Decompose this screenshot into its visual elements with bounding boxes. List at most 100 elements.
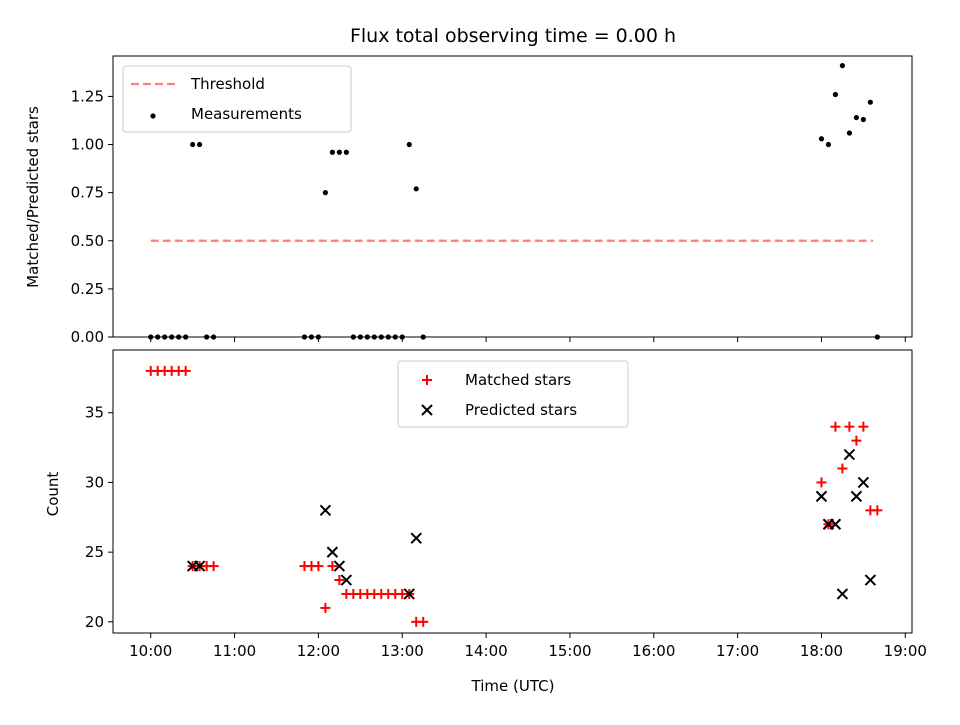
top-legend-box: [122, 65, 352, 133]
matched-point: [208, 561, 219, 572]
predicted-point-b: [864, 574, 877, 586]
predicted-point-b: [836, 588, 849, 600]
top-y-tick-label: 0.00: [71, 328, 104, 346]
bottom-legend: Matched stars Predicted stars: [397, 360, 629, 428]
bottom-y-tick-label: 25: [85, 543, 104, 561]
measurement-point: [867, 99, 873, 105]
predicted-point-b: [340, 574, 353, 586]
legend-measurements-swatch: [150, 113, 156, 119]
matched-point: [851, 435, 862, 446]
predicted-point-b: [829, 518, 842, 530]
bottom-x-tick-label: 12:00: [297, 642, 340, 660]
matched-point: [844, 421, 855, 432]
measurement-point: [839, 63, 846, 69]
measurement-point: [406, 141, 412, 148]
predicted-point-b: [857, 476, 870, 489]
bottom-plot-area: 20 25 30 35 10:00 11:00 12:00 13:00 14:00 15:00 16…: [85, 349, 927, 660]
measurement-point: [846, 130, 852, 136]
bottom-x-tick-label: 15:00: [548, 642, 591, 660]
matched-point: [837, 463, 848, 474]
top-legend: Threshold Measurements: [122, 65, 352, 133]
measurement-point: [197, 141, 203, 148]
matched-point: [858, 421, 869, 432]
predicted-point-b: [843, 448, 856, 461]
predicted-point: [319, 504, 332, 517]
top-y-tick-label: 1.25: [71, 87, 104, 105]
legend-measurements-label: Measurements: [191, 105, 302, 123]
matched-point: [327, 561, 338, 572]
matched-point: [816, 477, 827, 488]
predicted-point: [340, 574, 353, 586]
top-plot-frame: [112, 55, 913, 338]
predicted-point-b: [319, 504, 332, 517]
measurement-point: [818, 136, 825, 142]
predicted-point-b: [193, 560, 206, 572]
measurement-point: [322, 190, 328, 196]
predicted-point-b: [410, 532, 422, 544]
matched-point: [320, 602, 331, 613]
legend-matched-swatch: [422, 375, 432, 385]
top-chart-title: Flux total observing time = 0.00 h: [350, 25, 676, 47]
predicted-point: [857, 476, 870, 489]
measurement-point: [860, 116, 866, 123]
top-y-tick-label: 0.25: [71, 280, 104, 298]
bottom-x-tick-label: 16:00: [632, 642, 675, 660]
measurement-point: [190, 141, 196, 148]
bottom-y-tick-label: 35: [85, 404, 104, 422]
bottom-x-tick-label: 14:00: [464, 642, 507, 660]
measurement-point: [329, 149, 335, 155]
predicted-point: [403, 588, 415, 600]
bottom-legend-box: [397, 360, 629, 428]
matched-point: [180, 365, 191, 376]
bottom-x-tick-label: 19:00: [884, 642, 927, 660]
predicted-point-b: [850, 490, 863, 503]
bottom-x-axis-label: Time (UTC): [471, 677, 555, 695]
bottom-y-tick-label: 20: [85, 613, 104, 631]
predicted-point-b: [326, 546, 339, 558]
top-y-tick-label: 1.00: [71, 136, 104, 154]
bottom-plot-frame: [112, 349, 913, 634]
matched-point: [313, 561, 324, 572]
measurement-point: [832, 91, 839, 98]
bottom-x-tick-label: 17:00: [716, 642, 759, 660]
predicted-point: [850, 490, 863, 503]
bottom-y-tick-label: 30: [85, 473, 104, 491]
measurement-point: [413, 186, 419, 192]
matched-point: [830, 421, 841, 432]
legend-predicted-label: Predicted stars: [465, 401, 577, 419]
predicted-point: [410, 532, 422, 544]
matched-point: [418, 616, 429, 627]
legend-predicted-swatch-b: [421, 404, 433, 416]
predicted-point: [193, 560, 206, 572]
top-y-tick-label: 0.50: [71, 232, 104, 250]
matched-point: [334, 575, 345, 586]
bottom-x-tick-label: 11:00: [213, 642, 256, 660]
predicted-point-b: [403, 588, 415, 600]
measurement-point: [853, 114, 859, 121]
legend-threshold-label: Threshold: [190, 75, 265, 93]
legend-matched-label: Matched stars: [465, 371, 571, 389]
predicted-point: [864, 574, 877, 586]
predicted-point: [836, 588, 849, 600]
bottom-x-tick-label: 18:00: [800, 642, 843, 660]
top-y-tick-label: 0.75: [71, 184, 104, 202]
predicted-point: [815, 490, 828, 503]
predicted-point: [326, 546, 339, 558]
measurement-point: [825, 141, 832, 148]
predicted-point: [843, 448, 856, 461]
bottom-x-tick-label: 13:00: [381, 642, 424, 660]
top-y-axis-label: Matched/Predicted stars: [24, 106, 42, 288]
predicted-point-b: [333, 560, 346, 572]
matched-point: [872, 505, 883, 516]
bottom-y-axis-label: Count: [44, 472, 62, 517]
predicted-point: [829, 518, 842, 530]
measurement-point: [343, 149, 349, 155]
top-plot-area: 0.00 0.25 0.50 0.75 1.00 1.25 Threshold Measure…: [71, 55, 913, 346]
measurement-point: [336, 149, 342, 155]
predicted-point-b: [815, 490, 828, 503]
predicted-point: [333, 560, 346, 572]
legend-predicted-swatch: [421, 404, 433, 416]
bottom-x-tick-label: 10:00: [129, 642, 172, 660]
